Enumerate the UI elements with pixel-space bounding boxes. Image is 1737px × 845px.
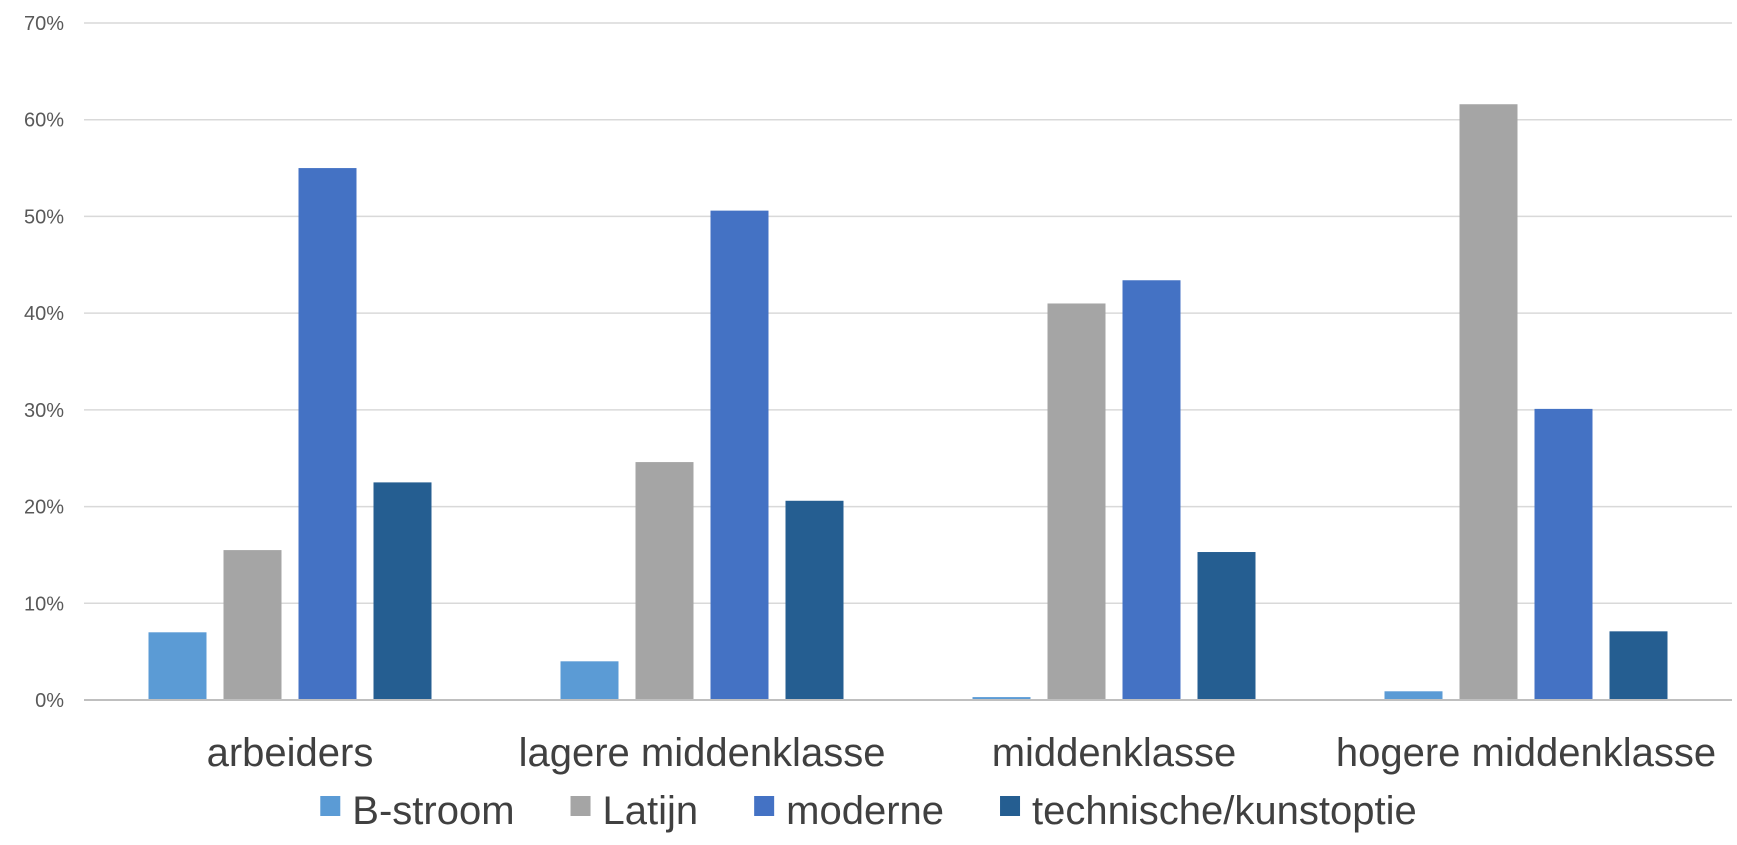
bar-b-stroom-0: [148, 632, 207, 700]
y-tick-label: 40%: [24, 303, 64, 325]
bar-moderne-1: [710, 210, 769, 700]
y-tick-label: 60%: [24, 110, 64, 132]
legend-item: B-stroom: [320, 789, 515, 833]
legend-item: moderne: [754, 789, 944, 833]
bar-b-stroom-3: [1384, 691, 1443, 700]
category-label: hogere middenklasse: [1336, 731, 1716, 775]
category-label: arbeiders: [207, 731, 374, 775]
bar-technische-kunstoptie-0: [373, 482, 432, 700]
bar-latijn-1: [635, 462, 694, 700]
y-tick-label: 20%: [24, 497, 64, 519]
legend-label: B-stroom: [352, 789, 514, 833]
legend-label: Latijn: [603, 789, 699, 833]
y-tick-label: 30%: [24, 400, 64, 422]
bar-b-stroom-1: [560, 661, 619, 700]
bar-moderne-0: [298, 168, 357, 701]
bar-latijn-3: [1459, 104, 1518, 701]
gridlines: [84, 22, 1732, 605]
y-axis-ticks: 0% 10% 20% 30% 40% 50% 60% 70%: [24, 13, 64, 712]
bar-technische-kunstoptie-2: [1197, 552, 1256, 700]
legend-label: moderne: [786, 789, 944, 833]
bar-moderne-3: [1534, 408, 1593, 700]
bar-technische-kunstoptie-3: [1609, 631, 1668, 700]
y-tick-label: 50%: [24, 206, 64, 228]
legend-swatch: [320, 796, 341, 816]
category-label: lagere middenklasse: [519, 731, 886, 775]
bar-technische-kunstoptie-1: [785, 500, 844, 700]
legend-swatch: [754, 796, 775, 816]
legend-item: technische/kunstoptie: [1000, 789, 1417, 833]
legend: B-stroom Latijn moderne technische/kunstopt…: [320, 789, 1417, 833]
legend-item: Latijn: [570, 789, 699, 833]
y-tick-label: 0%: [35, 690, 64, 712]
bar-moderne-2: [1122, 280, 1181, 700]
category-labels: arbeiders lagere middenklasse middenklasse…: [207, 731, 1717, 775]
legend-swatch: [570, 796, 591, 816]
bar-latijn-0: [223, 550, 282, 700]
y-tick-label: 70%: [24, 13, 64, 35]
bars: [148, 104, 1668, 701]
category-label: middenklasse: [992, 731, 1237, 775]
legend-swatch: [1000, 796, 1021, 816]
legend-label: technische/kunstoptie: [1032, 789, 1417, 833]
bar-b-stroom-2: [972, 697, 1031, 700]
y-tick-label: 10%: [24, 593, 64, 615]
bar-latijn-2: [1047, 303, 1106, 700]
